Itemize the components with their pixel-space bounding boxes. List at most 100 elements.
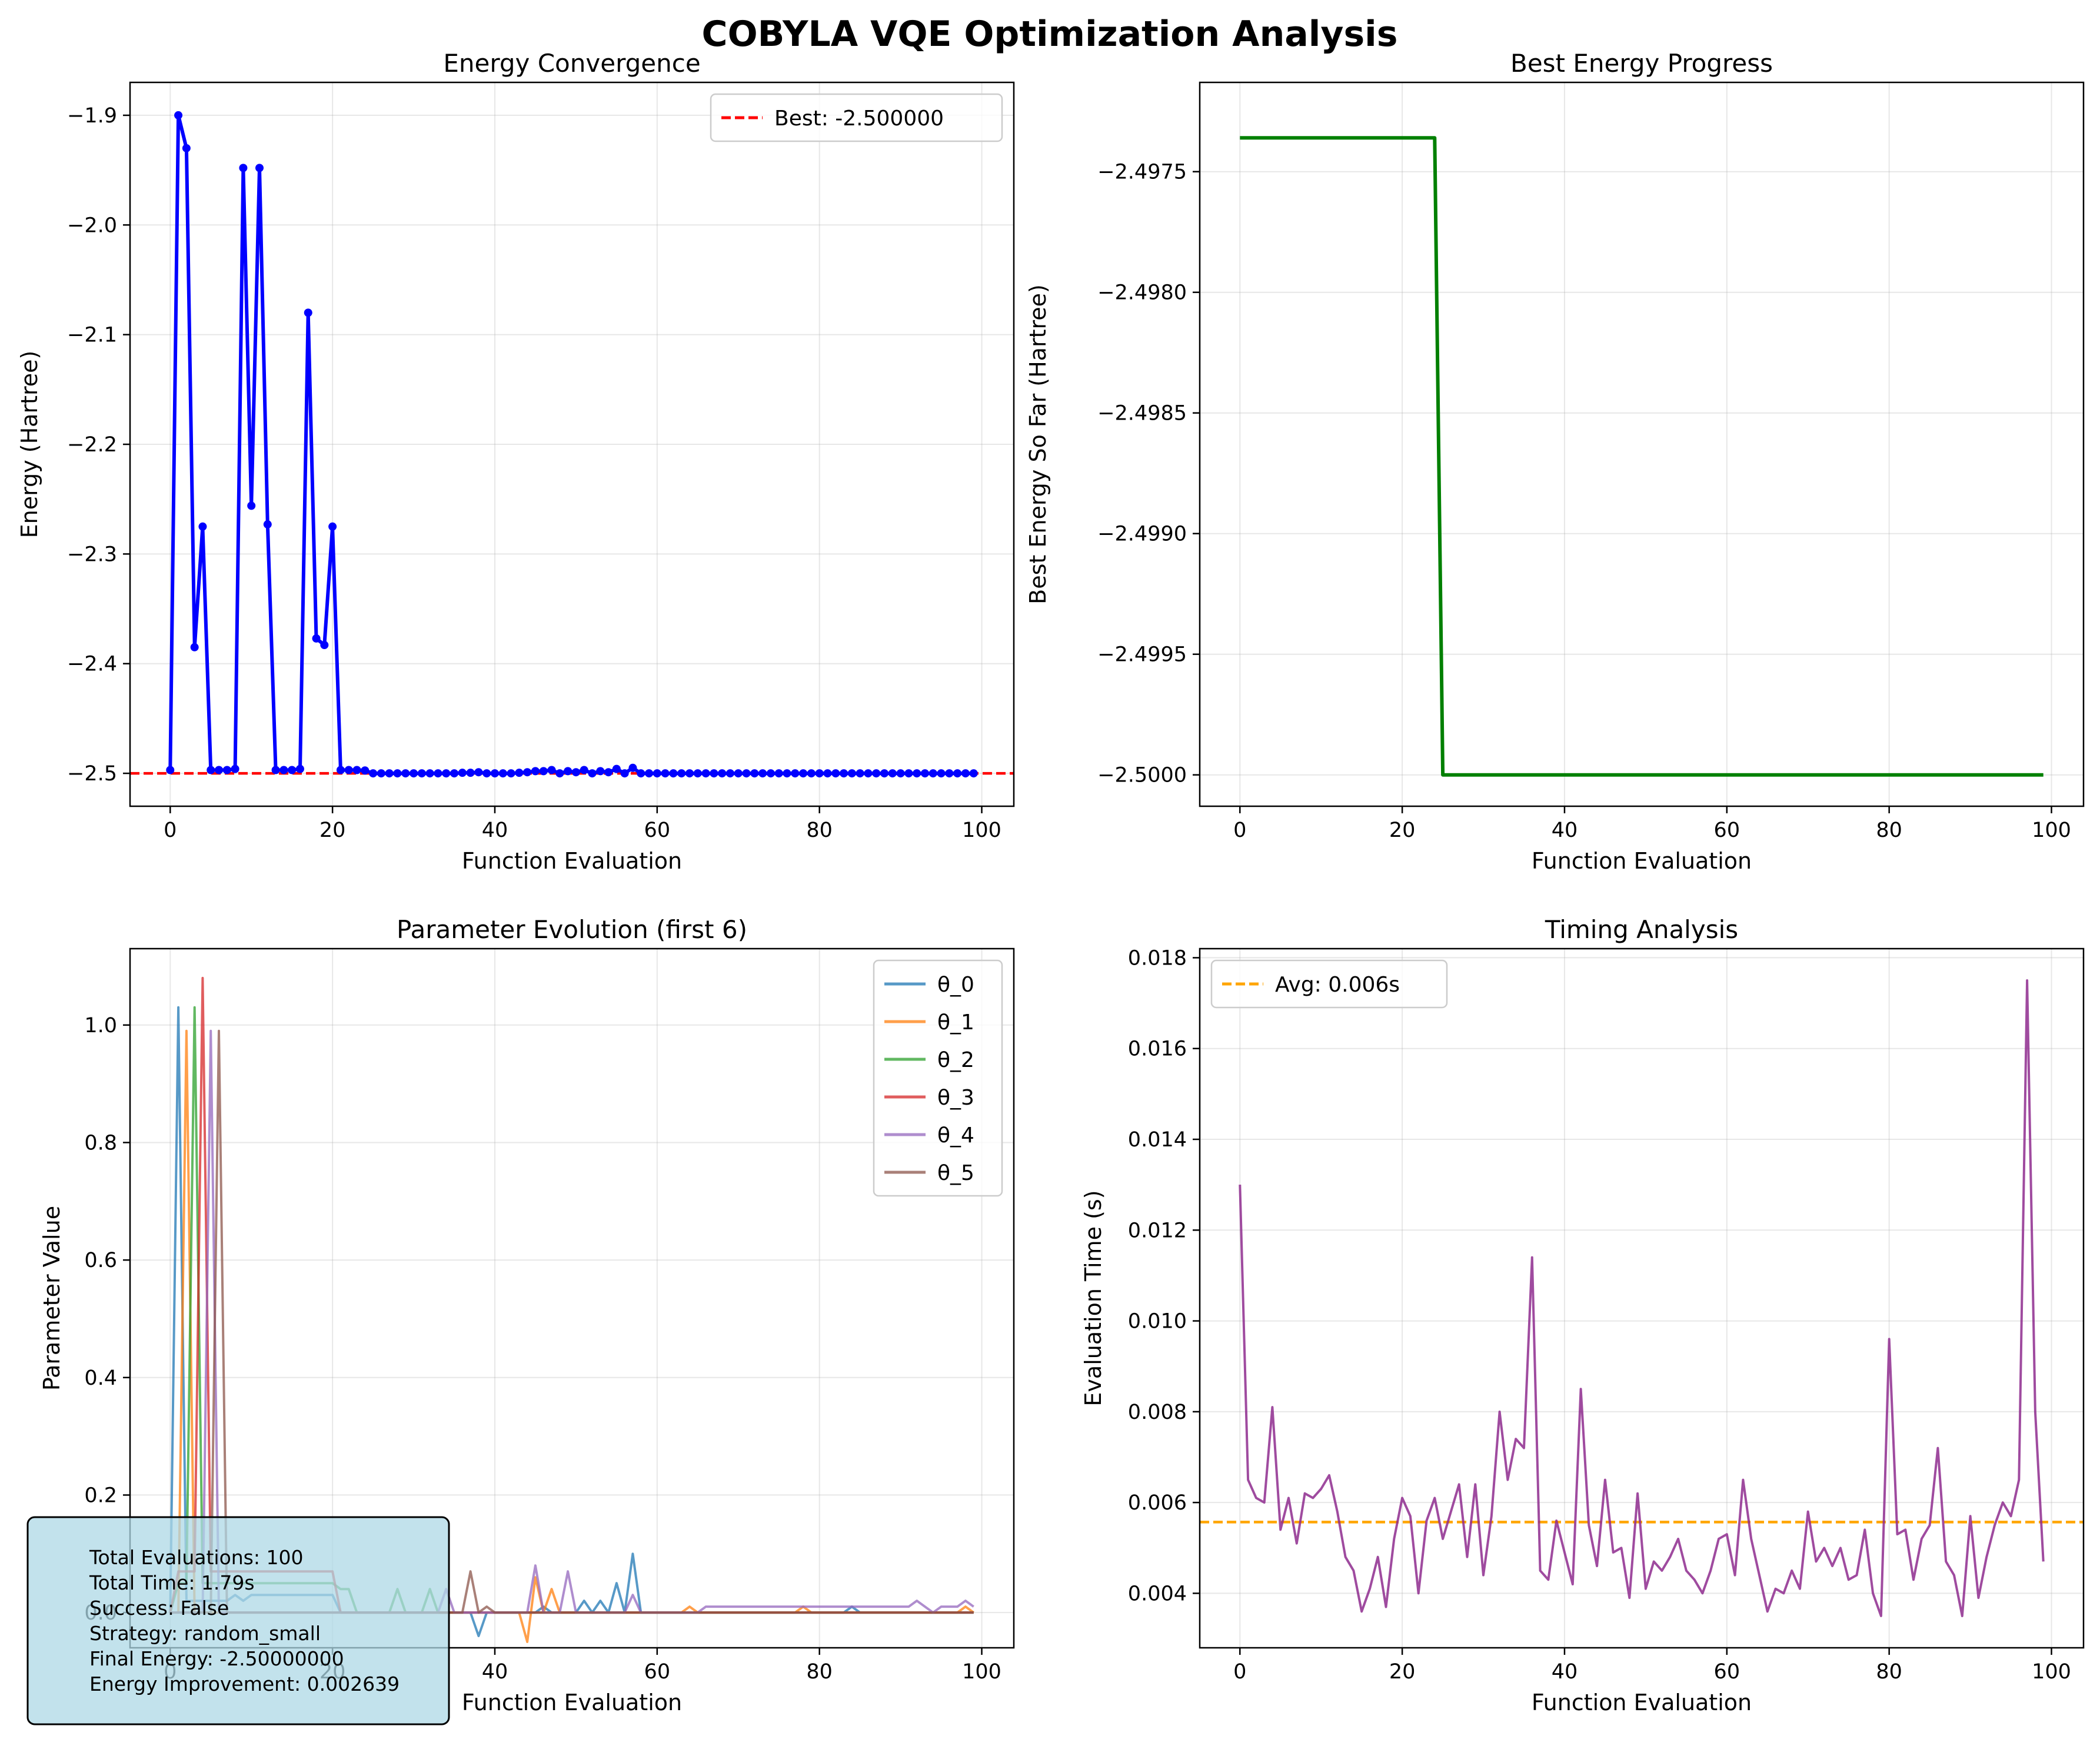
chart-energy-point-34 xyxy=(442,769,451,778)
chart-params-legend-label-1: θ_1 xyxy=(937,1010,974,1035)
chart-best-xtick-label-4: 80 xyxy=(1876,819,1902,842)
chart-timing-ytick-label-0: 0.004 xyxy=(1128,1582,1187,1605)
chart-energy-point-7 xyxy=(222,766,231,774)
chart-params-xtick-label-3: 60 xyxy=(644,1660,671,1684)
chart-energy-point-30 xyxy=(410,769,418,778)
chart-energy-point-32 xyxy=(425,769,434,778)
chart-energy-point-14 xyxy=(279,766,288,774)
chart-energy-point-40 xyxy=(490,769,499,778)
chart-energy-point-54 xyxy=(604,768,613,777)
chart-energy-ytick-label-4: −2.1 xyxy=(67,324,117,347)
chart-energy-xtick-label-3: 60 xyxy=(644,819,671,842)
chart-energy-ytick-label-1: −2.4 xyxy=(67,653,117,676)
chart-energy-legend-frame xyxy=(710,93,1003,142)
chart-energy-point-5 xyxy=(207,766,215,774)
chart-energy-legend: Best: -2.500000 xyxy=(710,93,1003,142)
chart-best-xlabel: Function Evaluation xyxy=(1532,848,1752,874)
chart-energy-point-33 xyxy=(434,769,442,778)
chart-energy-point-69 xyxy=(725,769,734,778)
chart-timing-ytick-label-5: 0.014 xyxy=(1128,1128,1187,1152)
chart-energy-ytick-label-6: −1.9 xyxy=(67,104,117,128)
chart-energy-point-9 xyxy=(239,164,248,172)
chart-energy-point-74 xyxy=(766,769,775,778)
chart-energy-point-48 xyxy=(555,769,564,778)
chart-energy-point-2 xyxy=(182,144,191,152)
chart-timing-legend-label-0: Avg: 0.006s xyxy=(1275,973,1400,997)
chart-timing-xtick-label-4: 80 xyxy=(1876,1660,1902,1684)
chart-best-xtick-label-1: 20 xyxy=(1389,819,1416,842)
chart-params-title: Parameter Evolution (first 6) xyxy=(397,915,747,944)
chart-params-ytick-label-1: 0.2 xyxy=(84,1484,117,1507)
stats-line-total-evaluations: Total Evaluations: 100 xyxy=(89,1546,303,1569)
chart-best-ytick-label-1: −2.4995 xyxy=(1097,643,1187,667)
stats-line-success: Success: False xyxy=(89,1597,229,1620)
chart-energy-point-38 xyxy=(474,768,483,777)
chart-energy-point-57 xyxy=(628,763,637,772)
chart-energy-point-51 xyxy=(580,766,588,774)
stats-line-total-time: Total Time: 1.79s xyxy=(89,1571,255,1594)
chart-best-ytick-label-0: −2.5000 xyxy=(1097,764,1187,787)
chart-energy-point-24 xyxy=(361,766,370,775)
chart-energy-point-87 xyxy=(872,769,881,778)
chart-timing-ytick-label-3: 0.010 xyxy=(1128,1310,1187,1334)
chart-energy-point-97 xyxy=(953,769,962,778)
chart-params-ytick-label-3: 0.6 xyxy=(84,1249,117,1272)
chart-energy-point-94 xyxy=(928,769,937,778)
chart-best-ytick-label-5: −2.4975 xyxy=(1097,161,1187,184)
chart-best-xtick-label-2: 40 xyxy=(1552,819,1578,842)
chart-energy-point-85 xyxy=(856,769,864,778)
chart-energy-point-23 xyxy=(352,766,361,774)
chart-energy-point-88 xyxy=(880,769,889,778)
chart-energy-point-84 xyxy=(847,769,856,778)
figure-suptitle: COBYLA VQE Optimization Analysis xyxy=(702,14,1398,55)
chart-energy-legend-label-0: Best: -2.500000 xyxy=(774,107,944,131)
chart-energy-point-59 xyxy=(645,769,654,778)
chart-energy-point-61 xyxy=(661,769,670,778)
chart-timing-xtick-label-1: 20 xyxy=(1389,1660,1416,1684)
stats-line-strategy: Strategy: random_small xyxy=(89,1622,321,1645)
chart-best-title: Best Energy Progress xyxy=(1510,49,1773,78)
stats-box-background xyxy=(26,1516,450,1725)
chart-params-xtick-label-2: 40 xyxy=(482,1660,508,1684)
chart-energy-ytick-label-0: −2.5 xyxy=(67,762,117,786)
chart-timing-title: Timing Analysis xyxy=(1545,915,1738,944)
chart-energy-point-50 xyxy=(571,768,580,777)
chart-energy-point-99 xyxy=(969,769,978,778)
chart-energy-point-29 xyxy=(401,769,410,778)
chart-energy-point-77 xyxy=(791,769,800,778)
chart-energy-point-64 xyxy=(685,769,694,778)
chart-best-ylabel: Best Energy So Far (Hartree) xyxy=(1025,284,1051,604)
chart-energy-point-26 xyxy=(377,769,385,778)
chart-energy-point-49 xyxy=(564,767,573,776)
chart-energy-point-93 xyxy=(920,769,929,778)
chart-energy-point-17 xyxy=(304,308,312,317)
chart-energy-xtick-label-4: 80 xyxy=(806,819,833,842)
chart-timing-xlabel: Function Evaluation xyxy=(1532,1690,1752,1715)
chart-timing-xtick-label-5: 100 xyxy=(2032,1660,2071,1684)
chart-energy-point-92 xyxy=(913,769,921,778)
chart-params-legend-label-2: θ_2 xyxy=(937,1048,974,1072)
chart-best-axes-frame xyxy=(1199,81,2085,807)
chart-energy-point-21 xyxy=(336,766,345,774)
chart-best-xtick-label-3: 60 xyxy=(1714,819,1740,842)
chart-timing-ytick-label-6: 0.016 xyxy=(1128,1038,1187,1061)
stats-line-energy-improvement: Energy Improvement: 0.002639 xyxy=(89,1673,400,1695)
chart-energy-point-79 xyxy=(807,769,816,778)
chart-energy-point-19 xyxy=(320,641,329,650)
chart-energy-point-62 xyxy=(669,769,678,778)
chart-energy-point-0 xyxy=(166,766,175,774)
timing-analysis-plot: 0 20 40 60 80 100 0.004 0.006 0.008 0.010 0.012 0.0… xyxy=(1080,915,2085,1715)
chart-best-data xyxy=(1240,136,2044,777)
chart-timing-ytick-label-1: 0.006 xyxy=(1128,1491,1187,1515)
chart-energy-point-25 xyxy=(369,769,378,778)
chart-energy-point-10 xyxy=(247,501,256,510)
chart-energy-point-70 xyxy=(734,769,743,778)
chart-energy-point-27 xyxy=(385,769,394,778)
chart-timing-xtick-label-0: 0 xyxy=(1233,1660,1246,1684)
chart-energy-point-53 xyxy=(596,767,605,776)
chart-energy-point-35 xyxy=(450,769,459,778)
chart-energy-point-28 xyxy=(393,769,402,778)
chart-energy-point-65 xyxy=(693,769,702,778)
chart-energy-point-39 xyxy=(482,769,491,778)
chart-energy-point-75 xyxy=(774,769,783,778)
